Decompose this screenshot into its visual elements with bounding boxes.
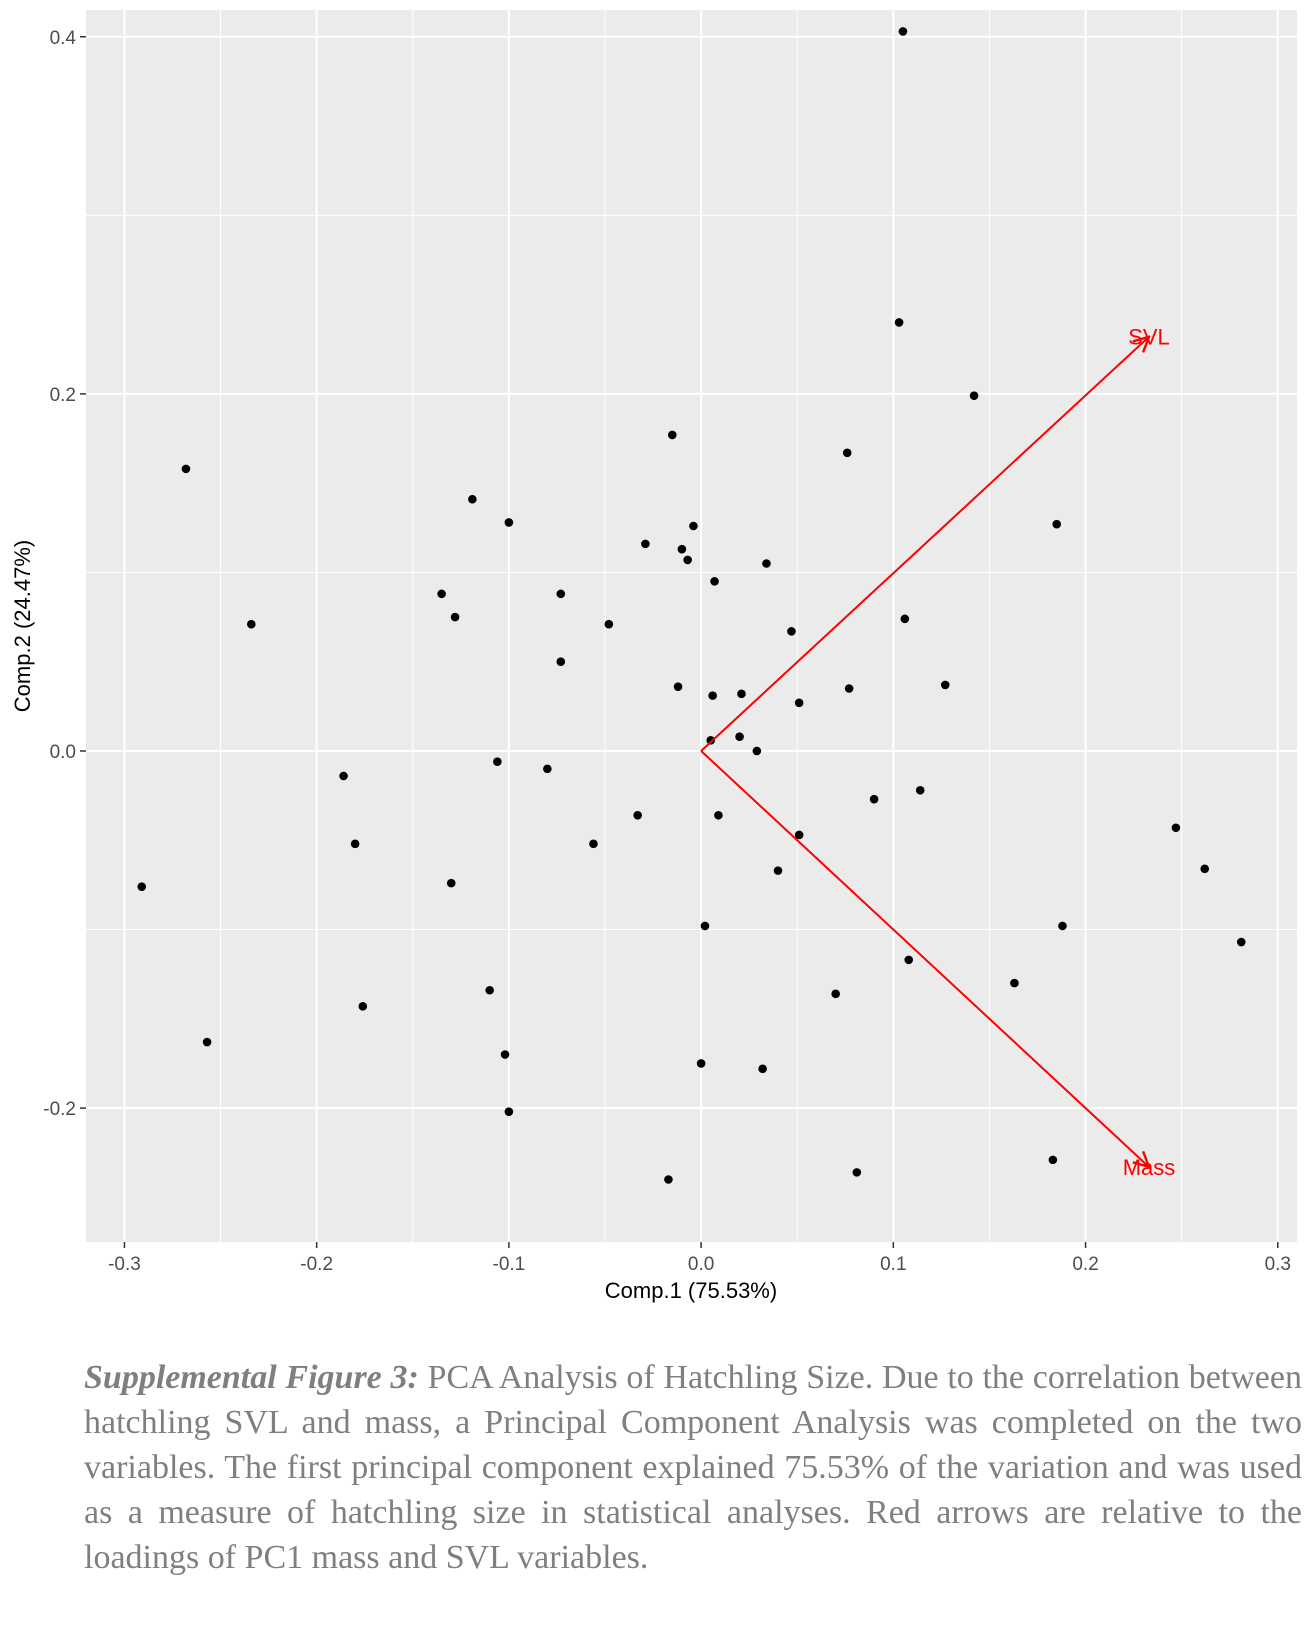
data-point bbox=[1010, 978, 1019, 988]
data-point bbox=[543, 764, 552, 774]
data-point bbox=[446, 878, 456, 888]
caption-label: Supplemental Figure 3: bbox=[84, 1359, 419, 1396]
data-point bbox=[1171, 823, 1181, 833]
plot-panel bbox=[86, 10, 1297, 1242]
data-point bbox=[633, 810, 642, 820]
y-tick-labels: -0.2 0.0 0.2 0.4 bbox=[43, 28, 76, 1120]
data-point bbox=[852, 1168, 862, 1177]
data-point bbox=[869, 794, 879, 804]
data-point bbox=[468, 494, 477, 504]
data-point bbox=[493, 757, 502, 766]
data-point bbox=[894, 318, 904, 327]
data-point bbox=[752, 746, 762, 756]
data-point bbox=[714, 810, 723, 820]
data-point bbox=[673, 682, 683, 692]
data-point bbox=[706, 735, 716, 745]
data-point bbox=[437, 589, 446, 599]
y-tick-label: -0.2 bbox=[43, 1099, 76, 1120]
data-point bbox=[202, 1037, 212, 1047]
data-point bbox=[940, 680, 950, 690]
x-tick-label: 0.2 bbox=[1072, 1254, 1098, 1275]
data-point bbox=[969, 391, 979, 400]
data-point bbox=[689, 521, 698, 531]
data-point bbox=[794, 698, 804, 708]
data-point bbox=[735, 732, 744, 742]
y-tick-label: 0.4 bbox=[50, 28, 77, 49]
data-point bbox=[831, 989, 840, 999]
data-point bbox=[758, 1064, 767, 1074]
data-point bbox=[641, 539, 650, 549]
major-gridlines bbox=[86, 10, 1297, 1242]
x-tick-label: 0.3 bbox=[1265, 1254, 1291, 1275]
data-point bbox=[904, 955, 914, 965]
arrow-label: SVL bbox=[1128, 325, 1170, 350]
x-tick-label: -0.2 bbox=[300, 1254, 333, 1275]
data-point bbox=[915, 785, 925, 795]
x-tick-label: -0.1 bbox=[493, 1254, 526, 1275]
data-point bbox=[504, 518, 514, 527]
data-point bbox=[900, 614, 910, 624]
data-point bbox=[1200, 864, 1210, 874]
data-point bbox=[1236, 937, 1246, 947]
data-point bbox=[181, 464, 191, 474]
minor-gridlines bbox=[86, 10, 1297, 1242]
data-point bbox=[604, 619, 614, 629]
arrow-label: Mass bbox=[1123, 1155, 1176, 1180]
y-tick-label: 0.0 bbox=[50, 742, 76, 763]
data-point bbox=[500, 1050, 510, 1059]
data-point bbox=[556, 589, 566, 599]
data-point bbox=[737, 689, 746, 699]
data-point bbox=[844, 684, 854, 693]
data-point bbox=[696, 1059, 706, 1068]
data-point bbox=[898, 27, 908, 36]
pca-scatter-chart: -0.3 -0.2 -0.1 0.0 0.1 0.2 0.3 -0.2 0.0 0.2 0.4 S… bbox=[10, 10, 1297, 1303]
data-point bbox=[787, 627, 796, 636]
data-point bbox=[683, 555, 692, 565]
x-tick-label: 0.1 bbox=[880, 1254, 906, 1275]
data-point bbox=[677, 544, 687, 554]
data-point bbox=[667, 430, 677, 440]
figure-caption: Supplemental Figure 3: PCA Analysis of H… bbox=[84, 1355, 1302, 1580]
data-point bbox=[664, 1175, 673, 1184]
data-point bbox=[1052, 519, 1062, 529]
loading-arrow bbox=[700, 750, 1149, 1167]
data-point bbox=[504, 1107, 514, 1116]
loading-arrow bbox=[700, 337, 1149, 752]
data-point bbox=[794, 830, 804, 840]
data-point bbox=[708, 691, 717, 700]
data-point bbox=[556, 657, 566, 667]
x-tick-label: -0.3 bbox=[108, 1254, 141, 1275]
data-point bbox=[485, 985, 494, 995]
loading-arrows: SVL Mass bbox=[700, 325, 1176, 1180]
x-tick-label: 0.0 bbox=[688, 1254, 714, 1275]
data-point bbox=[137, 882, 147, 891]
data-point bbox=[589, 839, 598, 849]
y-axis-title: Comp.2 (24.47%) bbox=[10, 540, 35, 712]
data-point bbox=[358, 1002, 368, 1011]
y-tick-label: 0.2 bbox=[50, 385, 76, 406]
data-point bbox=[450, 612, 460, 622]
data-point bbox=[247, 619, 256, 629]
axis-ticks bbox=[80, 36, 1279, 1248]
data-point bbox=[710, 577, 719, 586]
data-points bbox=[137, 27, 1246, 1184]
data-point bbox=[773, 866, 783, 875]
x-axis-title: Comp.1 (75.53%) bbox=[605, 1278, 777, 1303]
data-point bbox=[700, 921, 710, 931]
data-point bbox=[842, 448, 852, 458]
x-tick-labels: -0.3 -0.2 -0.1 0.0 0.1 0.2 0.3 bbox=[108, 1254, 1291, 1275]
data-point bbox=[350, 839, 360, 849]
data-point bbox=[1048, 1155, 1058, 1165]
data-point bbox=[339, 771, 348, 781]
caption-text: PCA Analysis of Hatchling Size. Due to t… bbox=[84, 1359, 1302, 1576]
data-point bbox=[762, 559, 771, 568]
data-point bbox=[1058, 921, 1067, 931]
